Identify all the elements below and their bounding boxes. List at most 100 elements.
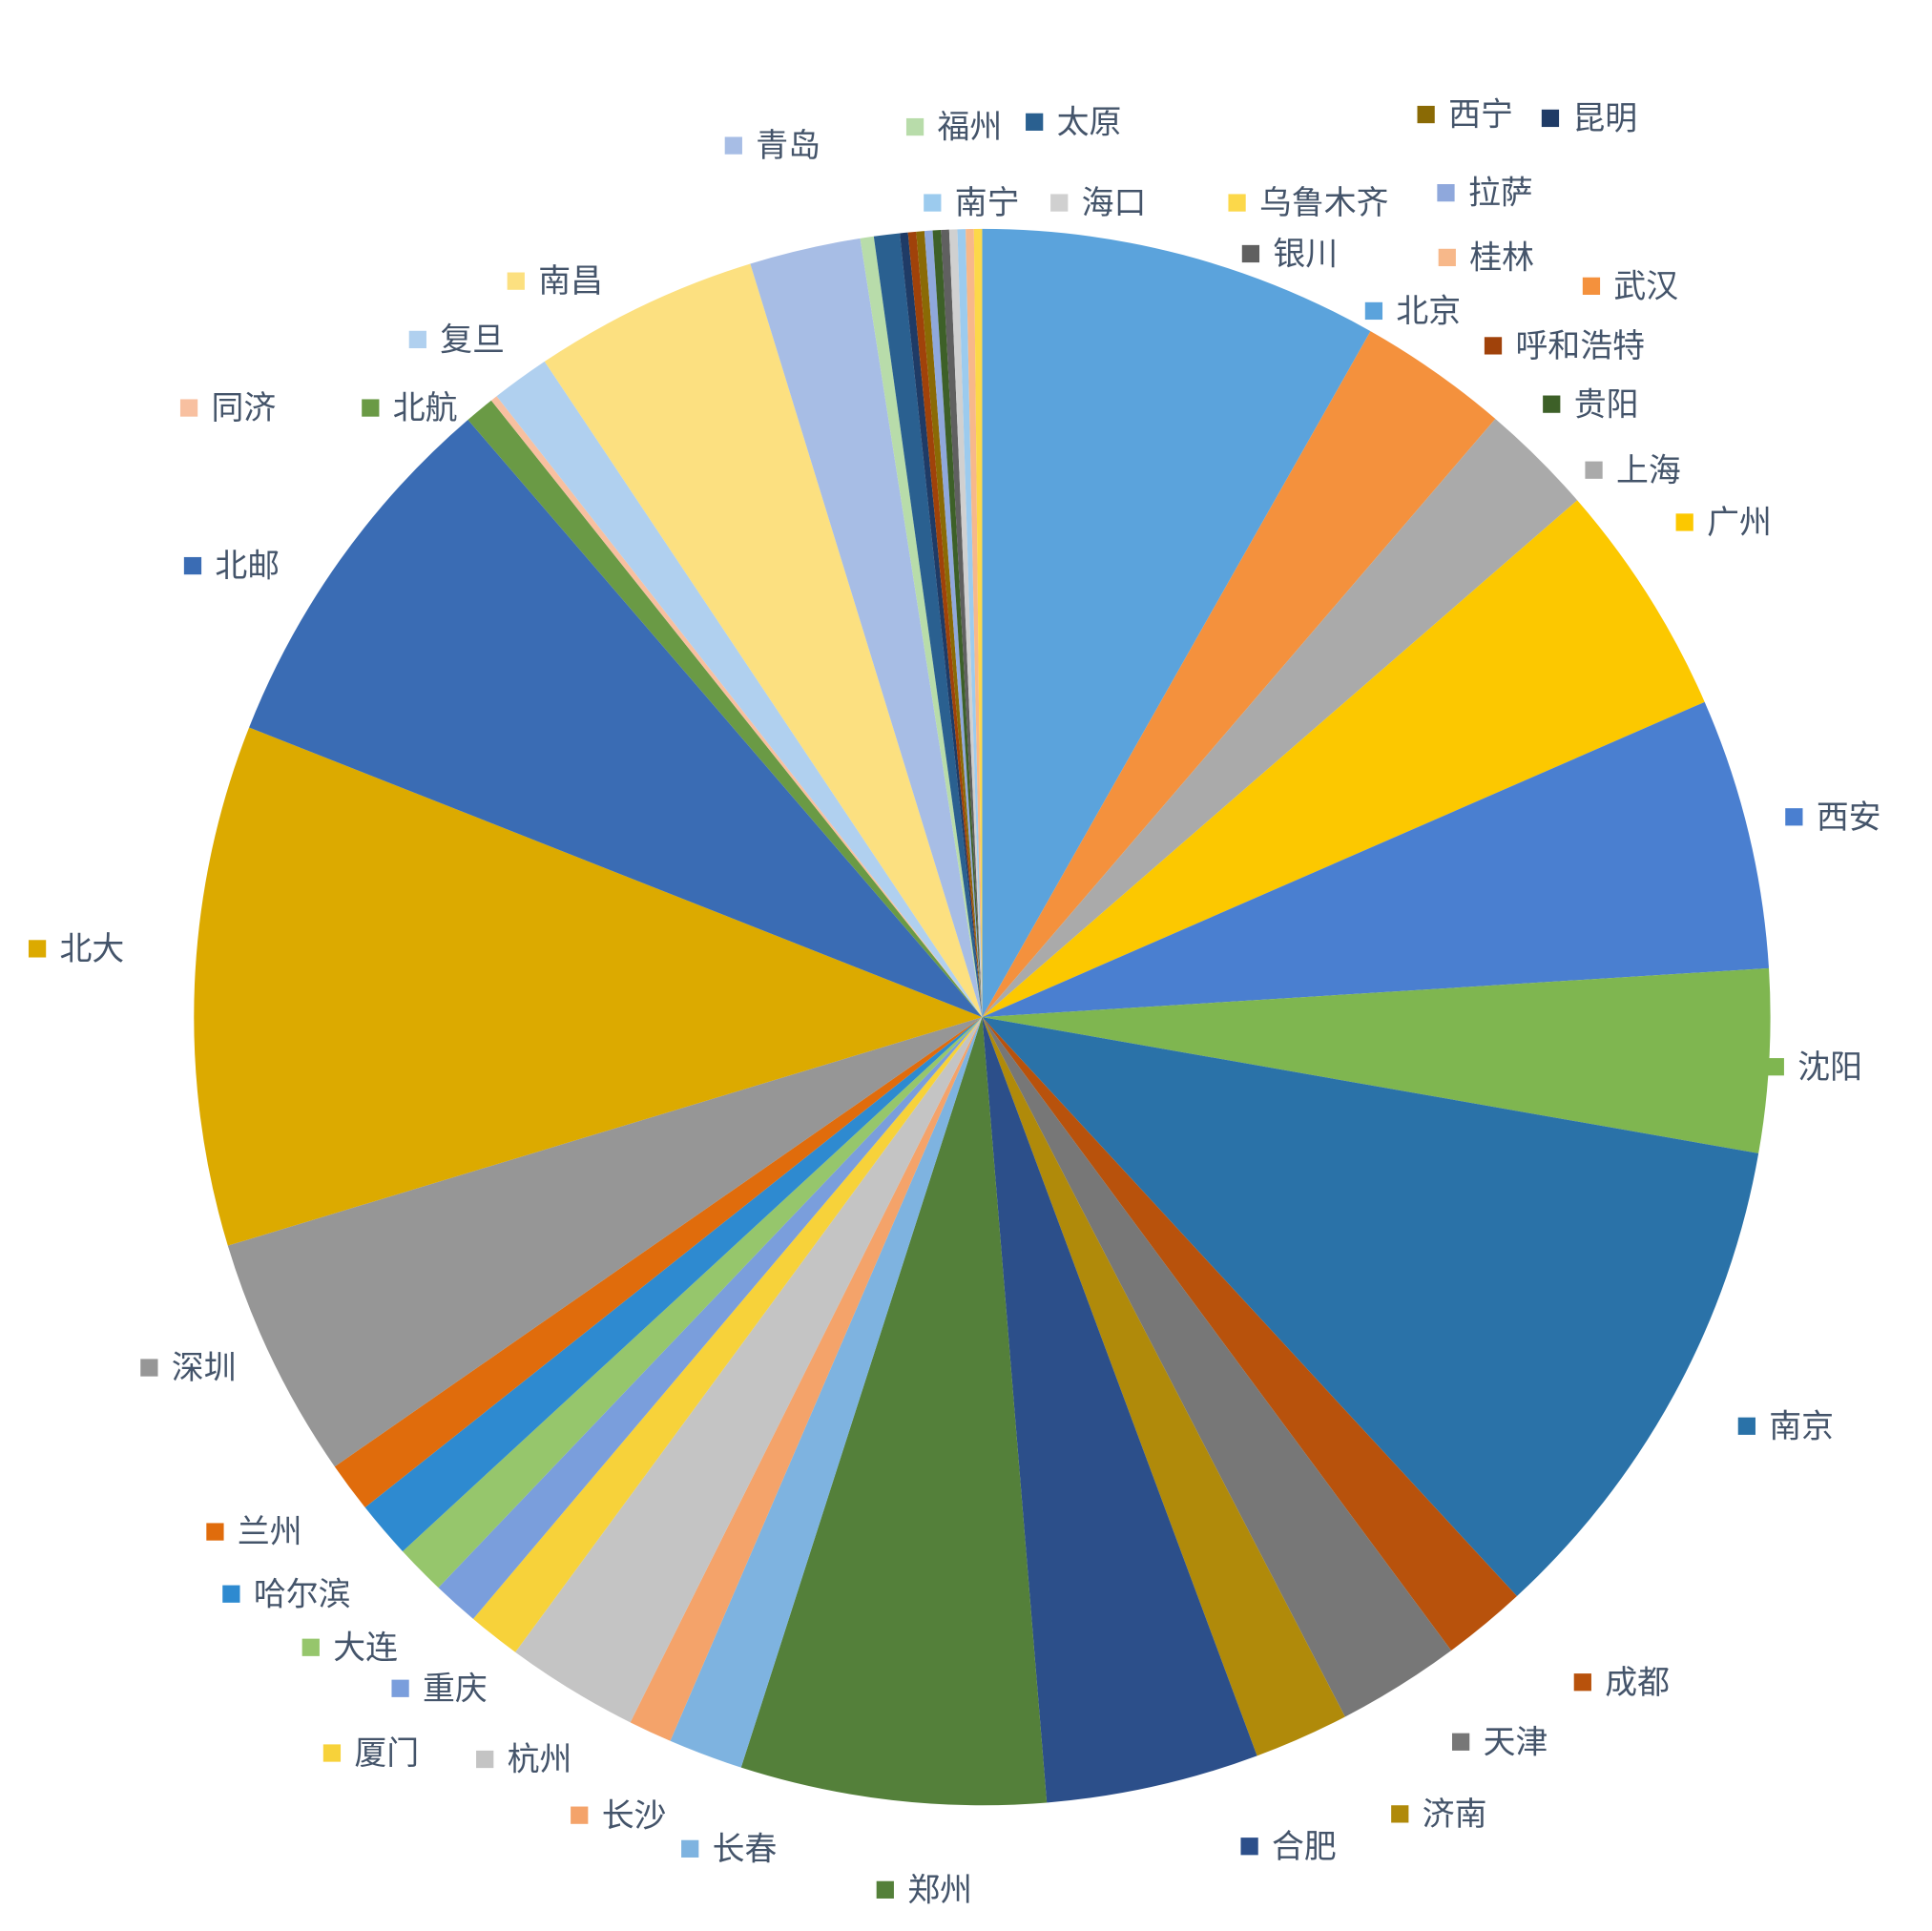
legend-label: 桂林 [1469,239,1534,276]
pie-slice [982,1017,1759,1597]
legend-swatch [179,399,198,417]
legend-swatch [1228,194,1246,212]
pie-slice [490,396,983,1018]
legend-swatch [1737,1417,1755,1435]
pie-slice [907,231,983,1018]
pie-slice [916,231,983,1018]
pie-slice [982,331,1496,1018]
legend-swatch [1391,1805,1409,1823]
legend-label: 乌鲁木齐 [1259,184,1389,221]
legend-swatch [1484,337,1503,355]
pie-slice [982,967,1771,1153]
pie-slice [982,228,1371,1018]
pie-slice [966,228,983,1018]
pie-slice [982,1017,1452,1717]
pie-slice [973,228,983,1018]
legend-swatch [507,272,525,290]
legend-swatch [301,1638,320,1656]
legend-swatch [1541,109,1560,128]
pie-slice [982,701,1770,1018]
pie-slice [932,230,983,1018]
pie-slice [860,236,983,1018]
legend-swatch [1438,248,1456,267]
legend-label: 北大 [60,930,125,967]
legend-label: 长沙 [602,1796,667,1834]
legend-label: 济南 [1423,1796,1487,1833]
legend-swatch [1582,277,1601,295]
legend-label: 哈尔滨 [254,1575,351,1612]
pie-slice [982,1017,1345,1756]
legend-swatch [206,1523,224,1541]
legend-label: 海口 [1082,184,1147,221]
legend-label: 福州 [938,109,1003,146]
legend-swatch [1364,301,1383,321]
legend-swatch [1785,808,1803,826]
legend-label: 呼和浩特 [1515,327,1645,364]
legend-label: 兰州 [238,1513,302,1550]
legend-swatch [1050,194,1069,212]
legend-label: 长春 [713,1830,778,1867]
pie-slice [227,1017,983,1467]
legend-swatch [1241,244,1260,263]
legend-swatch [1766,1058,1784,1076]
legend-swatch [140,1359,158,1377]
legend-label: 南京 [1769,1407,1834,1444]
pie-slice [900,232,983,1018]
pie-slice [496,361,983,1018]
legend-swatch [28,940,47,958]
pie-slice [438,1017,983,1619]
legend-label: 青岛 [756,127,821,164]
legend-label: 沈阳 [1797,1049,1862,1086]
legend-label: 西安 [1817,799,1881,836]
pie-slice [249,419,983,1018]
pie-slice [740,1017,1048,1806]
pie-slice [982,1017,1257,1803]
legend-label: 武汉 [1613,267,1678,304]
legend-label: 厦门 [354,1734,419,1772]
legend-swatch [391,1679,409,1697]
pie-slice [670,1017,983,1768]
pie-slice [334,1017,983,1508]
legend-label: 复旦 [440,322,505,359]
pie-slice [948,229,983,1018]
pie-slice [957,229,983,1018]
legend-swatch [322,1744,342,1762]
pie-slice [982,500,1705,1018]
legend-swatch [876,1880,894,1899]
legend-label: 北邮 [215,548,280,585]
legend-label: 重庆 [423,1670,488,1707]
legend-swatch [1452,1733,1470,1751]
legend-label: 成都 [1605,1664,1670,1701]
legend-label: 银川 [1273,236,1338,273]
legend-swatch [476,1750,494,1769]
legend-label: 南宁 [955,184,1020,221]
legend-swatch [924,194,942,212]
legend-label: 贵阳 [1574,385,1639,423]
legend-swatch [408,330,426,349]
pie-slice [924,230,983,1018]
pie-slice [403,1017,983,1588]
legend-swatch [1585,461,1603,479]
legend-swatch [1240,1838,1258,1856]
legend-swatch [1543,395,1561,413]
legend-swatch [1573,1673,1591,1692]
legend-swatch [571,1806,589,1824]
legend-label: 西宁 [1448,96,1513,134]
legend-swatch [724,136,742,155]
legend-swatch [1417,105,1435,124]
pie-slice [750,238,983,1018]
legend-label: 杭州 [508,1741,572,1778]
legend-label: 拉萨 [1468,175,1533,212]
legend-swatch [905,117,924,136]
pie-slice [544,263,983,1018]
legend-label: 天津 [1484,1723,1548,1760]
legend-label: 合肥 [1272,1828,1337,1865]
legend-label: 南昌 [538,262,603,300]
legend-swatch [681,1839,699,1858]
pie-slice [873,233,983,1018]
legend-label: 同济 [212,389,277,426]
pie-slice [630,1017,983,1741]
legend-label: 上海 [1616,451,1681,488]
pie-slice [941,229,983,1018]
